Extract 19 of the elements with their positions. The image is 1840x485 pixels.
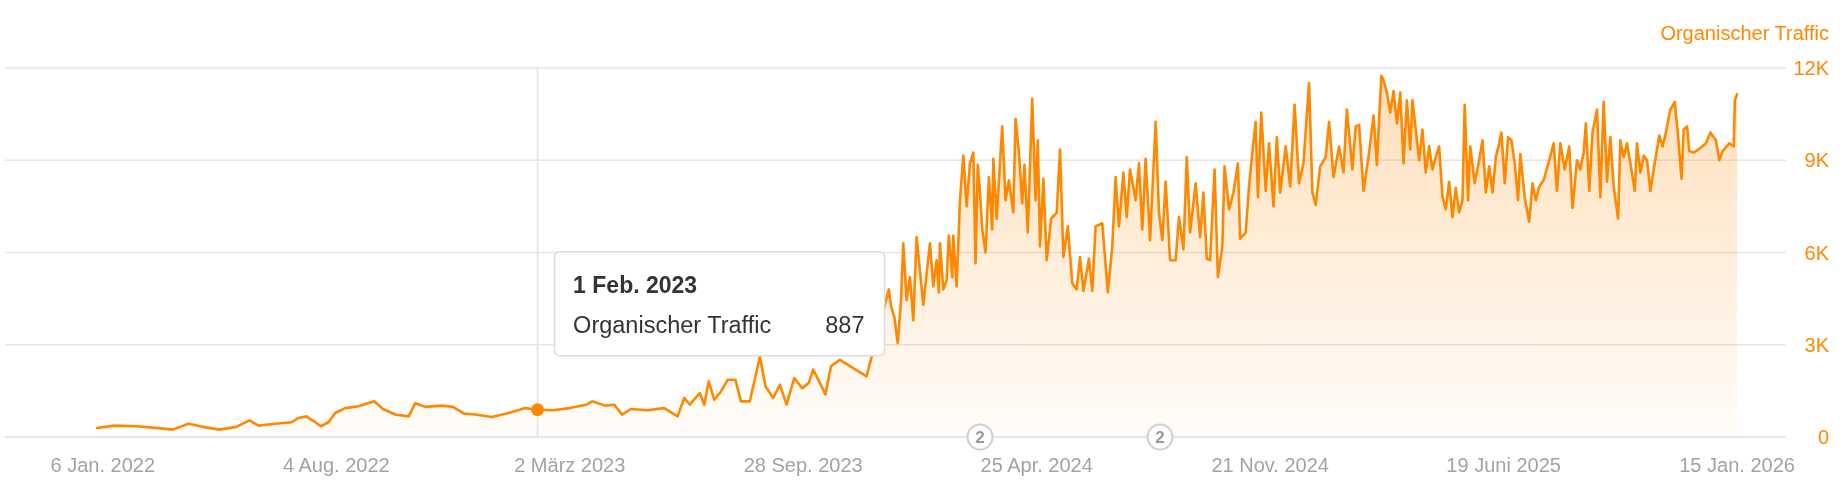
annotation: 1 Feb. 2023 — [573, 271, 698, 298]
x-tick-label: 15 Jan. 2026 — [1679, 454, 1795, 476]
x-tick-label: 2 März 2023 — [514, 454, 626, 476]
x-tick-label: 21 Nov. 2024 — [1211, 454, 1329, 476]
y-axis-title: Organischer Traffic — [1660, 22, 1829, 44]
x-tick-label: 28 Sep. 2023 — [743, 454, 863, 476]
y-tick-label: 0 — [1817, 426, 1829, 448]
annotation: 2 — [1155, 428, 1165, 447]
y-tick-label: 9K — [1804, 149, 1830, 172]
y-tick-label: 12K — [1793, 57, 1830, 79]
annotation: Organischer Traffic — [573, 311, 772, 338]
x-tick-label: 6 Jan. 2022 — [50, 454, 156, 476]
y-tick-label: 3K — [1804, 333, 1830, 356]
annotation: 2 — [975, 428, 985, 447]
annotation: 887 — [825, 311, 865, 338]
x-tick-label: 19 Juni 2025 — [1446, 454, 1561, 476]
x-tick-label: 4 Aug. 2022 — [282, 454, 390, 476]
x-tick-label: 25 Apr. 2024 — [980, 454, 1093, 476]
y-tick-label: 6K — [1804, 241, 1830, 264]
